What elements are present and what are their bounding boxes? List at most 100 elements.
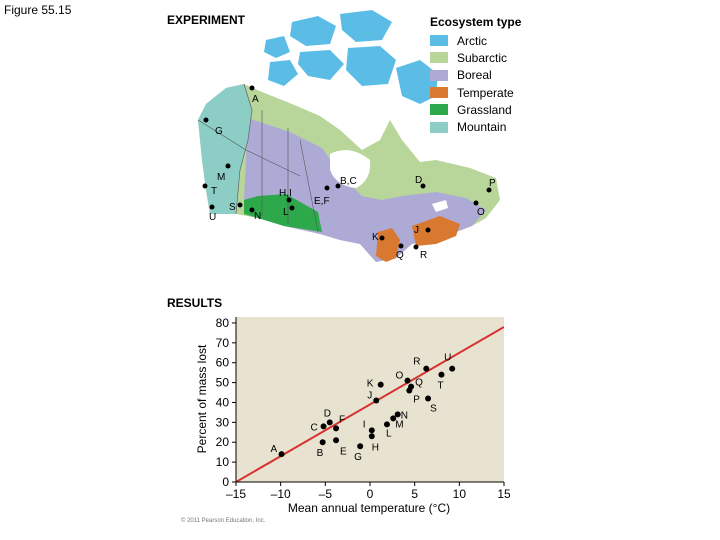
- data-point-label: J: [367, 390, 372, 401]
- figure-label: Figure 55.15: [4, 3, 72, 17]
- data-point-l: [383, 421, 390, 428]
- x-tick-label: –15: [226, 487, 246, 501]
- legend-swatch: [430, 121, 448, 133]
- map-label-m: M: [217, 172, 225, 183]
- legend-title: Ecosystem type: [430, 15, 522, 29]
- data-point-b: [319, 439, 326, 446]
- data-point-p: [406, 387, 413, 394]
- data-point-label: D: [324, 408, 331, 419]
- data-point-k: [377, 381, 384, 388]
- data-point-j: [373, 397, 380, 404]
- y-tick-label: 70: [216, 336, 230, 350]
- map-label-p: P: [489, 178, 496, 189]
- y-tick-label: 0: [222, 475, 229, 489]
- data-point-o: [404, 377, 411, 384]
- map-label-hi: H,I: [279, 188, 292, 199]
- data-point-label: M: [395, 419, 403, 430]
- data-point-label: H: [372, 442, 379, 453]
- map-label-a: A: [252, 94, 259, 105]
- data-point-label: K: [367, 379, 374, 390]
- data-point-n: [394, 411, 401, 418]
- x-axis-title: Mean annual temperature (°C): [288, 501, 450, 515]
- data-point-s: [425, 395, 432, 402]
- y-tick-label: 30: [216, 415, 230, 429]
- data-point-c: [320, 423, 327, 430]
- data-point-label: C: [311, 422, 318, 433]
- data-point-label: P: [413, 395, 420, 406]
- data-point-label: F: [339, 414, 345, 425]
- legend-swatch: [430, 87, 448, 99]
- data-point-label: G: [354, 452, 362, 463]
- data-point-e: [333, 437, 340, 444]
- x-tick-label: 10: [453, 487, 467, 501]
- data-point-label: T: [437, 381, 443, 392]
- legend-swatch: [430, 52, 448, 64]
- data-point-a: [278, 451, 285, 458]
- map-label-g: G: [215, 126, 223, 137]
- data-point-t: [438, 371, 445, 378]
- legend-item-mountain: Mountain: [430, 118, 521, 135]
- map-label-n: N: [254, 211, 261, 222]
- map-label-d: D: [415, 175, 422, 186]
- legend-items: Arctic Subarctic Boreal Temperate Grassland M…: [430, 32, 521, 136]
- legend-item-boreal: Boreal: [430, 67, 521, 84]
- legend-label: Boreal: [457, 68, 492, 83]
- data-point-f: [333, 425, 340, 432]
- x-tick-label: –5: [319, 487, 333, 501]
- data-point-label: O: [396, 371, 404, 382]
- y-axis-title: Percent of mass lost: [195, 344, 209, 453]
- legend-label: Temperate: [457, 85, 514, 100]
- data-point-label: A: [271, 444, 278, 455]
- data-point-d: [326, 419, 333, 426]
- y-tick-label: 40: [216, 395, 230, 409]
- legend-swatch: [430, 69, 448, 81]
- copyright-notice: © 2011 Pearson Education, Inc.: [181, 518, 266, 524]
- x-tick-label: 15: [497, 487, 510, 501]
- legend-swatch: [430, 35, 448, 47]
- results-title: RESULTS: [167, 296, 223, 310]
- scatter-chart: 0 10 20 30 40 50 60 70 80 –15 –10 –5 0 5 10 15 A B CD E F GH…: [195, 316, 510, 515]
- map-label-j: J: [414, 225, 419, 236]
- legend-item-arctic: Arctic: [430, 32, 521, 49]
- data-point-u: [449, 365, 456, 372]
- map-label-o: O: [477, 207, 485, 218]
- site-labels: A G M T S U N H,I L E,F B,C D P O J K Q …: [209, 94, 496, 261]
- mainland: [198, 84, 500, 262]
- legend-swatch: [430, 104, 448, 116]
- legend-label: Grassland: [457, 102, 512, 117]
- data-point-i: [368, 427, 375, 434]
- x-tick-label: 5: [411, 487, 418, 501]
- map-label-s: S: [229, 202, 236, 213]
- site-markers: [202, 85, 492, 250]
- map-label-ef: E,F: [314, 196, 330, 207]
- legend-label: Arctic: [457, 33, 487, 48]
- data-point-label: Q: [415, 378, 423, 389]
- canada-ecosystem-map: A G M T S U N H,I L E,F B,C D P O J K Q …: [197, 10, 500, 262]
- map-label-u: U: [209, 212, 216, 223]
- data-point-label: R: [413, 357, 420, 368]
- experiment-title: EXPERIMENT: [167, 13, 246, 27]
- map-label-t: T: [211, 186, 217, 197]
- data-point-label: I: [363, 419, 366, 430]
- x-tick-label: 0: [367, 487, 374, 501]
- data-point-h: [368, 433, 375, 440]
- data-point-label: E: [340, 446, 347, 457]
- map-label-q: Q: [396, 250, 404, 261]
- y-tick-label: 50: [216, 376, 230, 390]
- data-point-label: N: [401, 410, 408, 421]
- data-point-label: L: [386, 428, 392, 439]
- legend-item-subarctic: Subarctic: [430, 49, 521, 66]
- data-point-label: U: [444, 353, 451, 364]
- y-tick-label: 20: [216, 435, 230, 449]
- arctic-islands: [264, 10, 438, 104]
- x-tick-label: –10: [271, 487, 291, 501]
- y-tick-label: 80: [216, 316, 230, 330]
- legend-item-grassland: Grassland: [430, 101, 521, 118]
- data-point-m: [390, 415, 397, 422]
- map-label-k: K: [372, 232, 379, 243]
- ecosystem-legend: Ecosystem type Arctic Subarctic Boreal Temp…: [430, 15, 521, 136]
- legend-label: Subarctic: [457, 50, 508, 65]
- data-point-r: [423, 365, 430, 372]
- legend-item-temperate: Temperate: [430, 84, 521, 101]
- map-label-l: L: [283, 207, 289, 218]
